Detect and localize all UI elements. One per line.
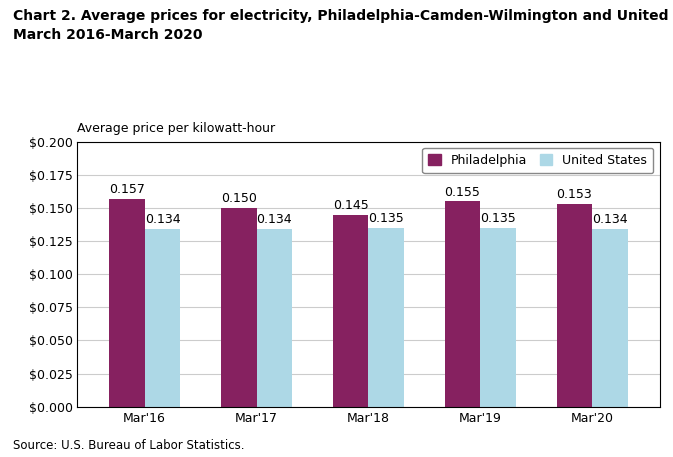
Text: 0.157: 0.157 — [109, 183, 145, 196]
Text: 0.134: 0.134 — [145, 213, 180, 227]
Bar — [369, 228, 404, 407]
Text: 0.155: 0.155 — [445, 186, 481, 199]
Bar — [109, 199, 145, 407]
Text: Chart 2. Average prices for electricity, Philadelphia-Camden-Wilmington and Unit: Chart 2. Average prices for electricity,… — [13, 9, 673, 42]
Bar — [557, 204, 592, 407]
Text: 0.134: 0.134 — [592, 213, 628, 227]
Text: Source: U.S. Bureau of Labor Statistics.: Source: U.S. Bureau of Labor Statistics. — [13, 440, 245, 452]
Bar — [592, 229, 628, 407]
Text: 0.145: 0.145 — [332, 199, 368, 212]
Bar — [332, 215, 369, 407]
Bar — [256, 229, 292, 407]
Text: 0.150: 0.150 — [221, 192, 256, 205]
Legend: Philadelphia, United States: Philadelphia, United States — [422, 148, 653, 173]
Text: 0.135: 0.135 — [481, 212, 516, 225]
Text: 0.153: 0.153 — [557, 188, 592, 201]
Text: Average price per kilowatt-hour: Average price per kilowatt-hour — [77, 122, 275, 135]
Text: 0.134: 0.134 — [256, 213, 292, 227]
Bar — [145, 229, 180, 407]
Bar — [221, 208, 256, 407]
Bar — [445, 201, 481, 407]
Text: 0.135: 0.135 — [369, 212, 404, 225]
Bar — [481, 228, 516, 407]
